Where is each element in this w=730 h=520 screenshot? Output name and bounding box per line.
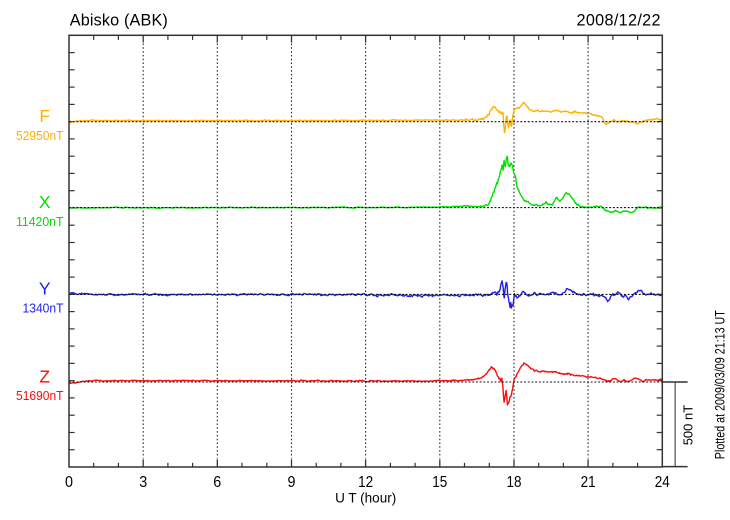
svg-text:0: 0: [65, 474, 73, 491]
svg-text:1340nT: 1340nT: [23, 301, 64, 316]
svg-text:12: 12: [358, 474, 373, 491]
svg-text:11420nT: 11420nT: [16, 214, 64, 229]
svg-text:Plotted at 2009/03/09 21:13 UT: Plotted at 2009/03/09 21:13 UT: [713, 310, 728, 459]
svg-text:9: 9: [288, 474, 296, 491]
svg-text:51690nT: 51690nT: [16, 388, 64, 403]
svg-text:U T (hour): U T (hour): [335, 491, 396, 506]
svg-text:500 nT: 500 nT: [680, 405, 695, 446]
svg-text:Z: Z: [39, 366, 50, 386]
svg-text:52950nT: 52950nT: [16, 128, 64, 143]
svg-text:2008/12/22: 2008/12/22: [577, 11, 661, 29]
svg-text:15: 15: [432, 474, 447, 491]
svg-text:21: 21: [581, 474, 596, 491]
svg-text:6: 6: [213, 474, 221, 491]
svg-text:X: X: [39, 192, 51, 212]
svg-text:3: 3: [139, 474, 147, 491]
svg-text:F: F: [39, 106, 50, 126]
svg-text:Abisko (ABK): Abisko (ABK): [70, 11, 168, 29]
svg-text:18: 18: [507, 474, 522, 491]
svg-text:24: 24: [655, 474, 670, 491]
svg-text:Y: Y: [39, 279, 51, 299]
